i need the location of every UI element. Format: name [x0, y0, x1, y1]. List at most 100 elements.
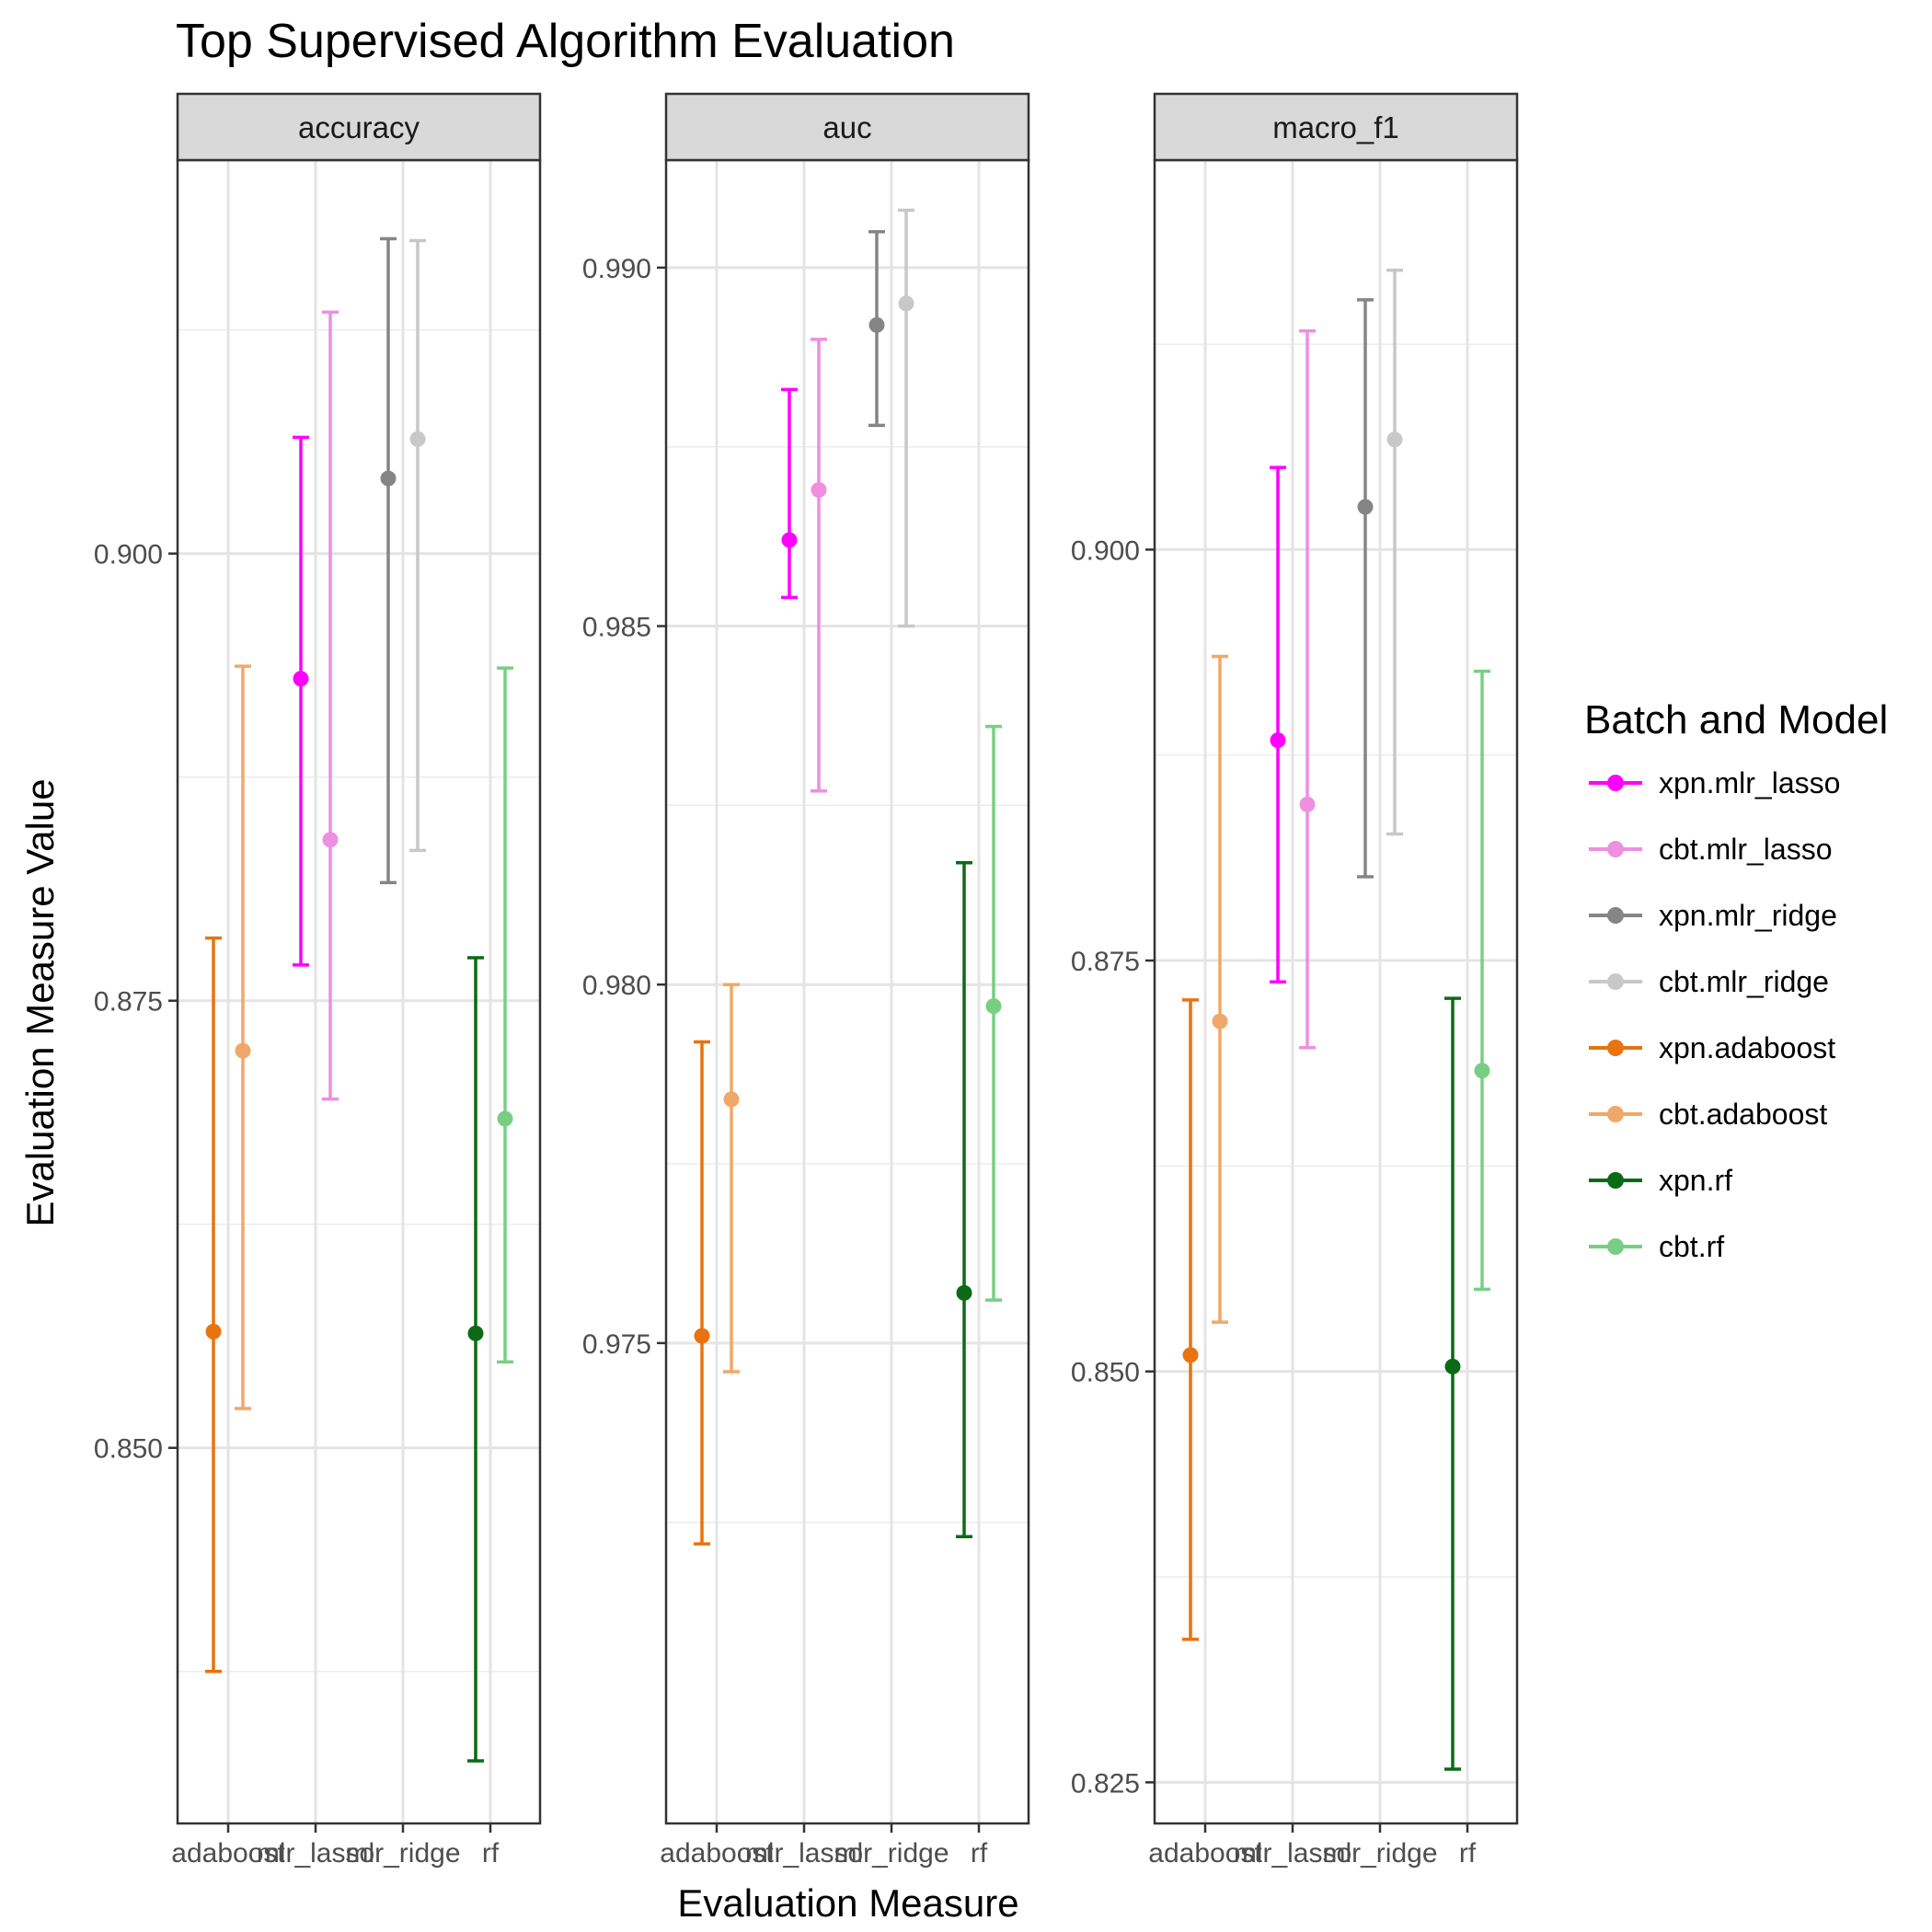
x-tick-label: mlr_lasso	[745, 1838, 863, 1869]
data-point-xpn.rf	[1444, 996, 1461, 1771]
data-point-cbt.adaboost	[235, 664, 251, 1410]
legend-key-point	[1607, 1040, 1624, 1056]
point-marker	[409, 431, 426, 447]
y-tick-label: 0.985	[582, 613, 651, 643]
data-point-cbt.mlr_ridge	[409, 238, 426, 853]
y-tick-label: 0.850	[1071, 1358, 1140, 1388]
legend-key-point	[1607, 775, 1624, 791]
x-tick-label: mlr_ridge	[834, 1838, 949, 1869]
point-marker	[322, 832, 339, 848]
data-point-xpn.adaboost	[1182, 998, 1199, 1641]
point-marker	[1474, 1063, 1490, 1079]
facet-strip-label: macro_f1	[1272, 110, 1399, 144]
point-marker	[1212, 1013, 1228, 1029]
x-tick-label: mlr_ridge	[345, 1838, 460, 1869]
x-tick-label: rf	[1459, 1838, 1477, 1869]
legend-label: cbt.mlr_ridge	[1659, 965, 1829, 998]
legend-key-point	[1607, 1172, 1624, 1189]
point-marker	[898, 295, 914, 312]
point-marker	[205, 1323, 222, 1340]
data-point-cbt.adaboost	[1212, 654, 1228, 1324]
y-tick-label: 0.975	[582, 1329, 651, 1360]
y-tick-label: 0.980	[582, 971, 651, 1001]
legend-label: cbt.adaboost	[1659, 1098, 1827, 1131]
point-marker	[235, 1042, 251, 1059]
x-tick-label: mlr_lasso	[1234, 1838, 1351, 1869]
facet-strip-label: auc	[822, 110, 871, 144]
legend-entry-xpn.rf: xpn.rf	[1589, 1164, 1732, 1197]
data-point-xpn.adaboost	[205, 936, 222, 1673]
y-axis-title: Evaluation Measure Value	[18, 778, 62, 1226]
point-marker	[497, 1110, 513, 1127]
x-tick-label: adaboost	[1148, 1838, 1262, 1869]
legend-entry-cbt.mlr_ridge: cbt.mlr_ridge	[1589, 965, 1829, 998]
x-axis-title: Evaluation Measure	[677, 1881, 1018, 1925]
facet-strip-label: accuracy	[298, 110, 420, 144]
legend-key-point	[1607, 841, 1624, 857]
facet-panels: accuracy0.8500.8750.900adaboostmlr_lasso…	[94, 92, 1519, 1869]
data-point-cbt.mlr_ridge	[1386, 268, 1403, 836]
data-point-xpn.rf	[956, 860, 972, 1539]
legend-entry-cbt.rf: cbt.rf	[1589, 1230, 1724, 1263]
point-marker	[1270, 732, 1286, 749]
legend-entry-xpn.adaboost: xpn.adaboost	[1589, 1031, 1835, 1064]
facet-strip	[1153, 92, 1519, 162]
point-marker	[811, 481, 827, 498]
y-tick-label: 0.900	[94, 540, 163, 570]
legend-label: cbt.mlr_lasso	[1659, 833, 1833, 866]
legend-entry-cbt.mlr_lasso: cbt.mlr_lasso	[1589, 833, 1833, 866]
data-point-cbt.rf	[985, 724, 1002, 1302]
chart-title: Top Supervised Algorithm Evaluation	[176, 15, 955, 68]
legend-key-point	[1607, 1238, 1624, 1255]
x-tick-label: mlr_ridge	[1322, 1838, 1437, 1869]
legend-label: xpn.mlr_lasso	[1659, 766, 1840, 799]
y-tick-label: 0.875	[1071, 947, 1140, 977]
x-tick-label: rf	[482, 1838, 500, 1869]
data-point-xpn.adaboost	[694, 1040, 710, 1546]
point-marker	[1182, 1347, 1199, 1363]
y-tick-label: 0.875	[94, 987, 163, 1018]
y-tick-label: 0.825	[1071, 1768, 1140, 1799]
legend: Batch and Model xpn.mlr_lasso cbt.mlr_las…	[1584, 697, 1888, 1263]
point-marker	[1357, 499, 1374, 515]
legend-label: xpn.rf	[1659, 1164, 1732, 1197]
legend-label: xpn.mlr_ridge	[1659, 899, 1837, 932]
legend-entry-xpn.mlr_lasso: xpn.mlr_lasso	[1589, 766, 1840, 799]
point-marker	[380, 470, 397, 487]
panel-background	[1155, 160, 1517, 1823]
point-marker	[1444, 1358, 1461, 1374]
point-marker	[293, 671, 309, 687]
legend-key-point	[1607, 973, 1624, 990]
y-tick-label: 0.990	[582, 254, 651, 284]
panel-background	[178, 160, 540, 1823]
legend-key-point	[1607, 907, 1624, 924]
data-point-xpn.mlr_lasso	[293, 435, 309, 967]
point-marker	[694, 1328, 710, 1344]
point-marker	[1386, 431, 1403, 448]
x-tick-label: rf	[971, 1838, 988, 1869]
data-point-cbt.mlr_ridge	[898, 208, 914, 628]
panel-background	[666, 160, 1029, 1823]
legend-title: Batch and Model	[1584, 697, 1888, 742]
legend-label: xpn.adaboost	[1659, 1031, 1835, 1064]
data-point-cbt.mlr_lasso	[322, 310, 339, 1101]
data-point-xpn.mlr_ridge	[1357, 298, 1374, 879]
point-marker	[956, 1284, 972, 1301]
y-tick-label: 0.850	[94, 1434, 163, 1465]
point-marker	[1299, 796, 1316, 812]
point-marker	[868, 316, 885, 333]
data-point-cbt.rf	[1474, 669, 1490, 1292]
data-point-xpn.mlr_lasso	[781, 387, 798, 600]
x-tick-label: mlr_lasso	[257, 1838, 374, 1869]
data-point-cbt.mlr_lasso	[1299, 329, 1316, 1050]
legend-label: cbt.rf	[1659, 1230, 1724, 1263]
data-point-xpn.mlr_lasso	[1270, 466, 1286, 984]
data-point-xpn.mlr_ridge	[380, 236, 397, 885]
facet-strip	[664, 92, 1030, 162]
data-point-xpn.mlr_ridge	[868, 230, 885, 428]
point-marker	[781, 532, 798, 548]
x-tick-label: adaboost	[660, 1838, 774, 1869]
point-marker	[985, 998, 1002, 1015]
legend-entry-cbt.adaboost: cbt.adaboost	[1589, 1098, 1827, 1131]
